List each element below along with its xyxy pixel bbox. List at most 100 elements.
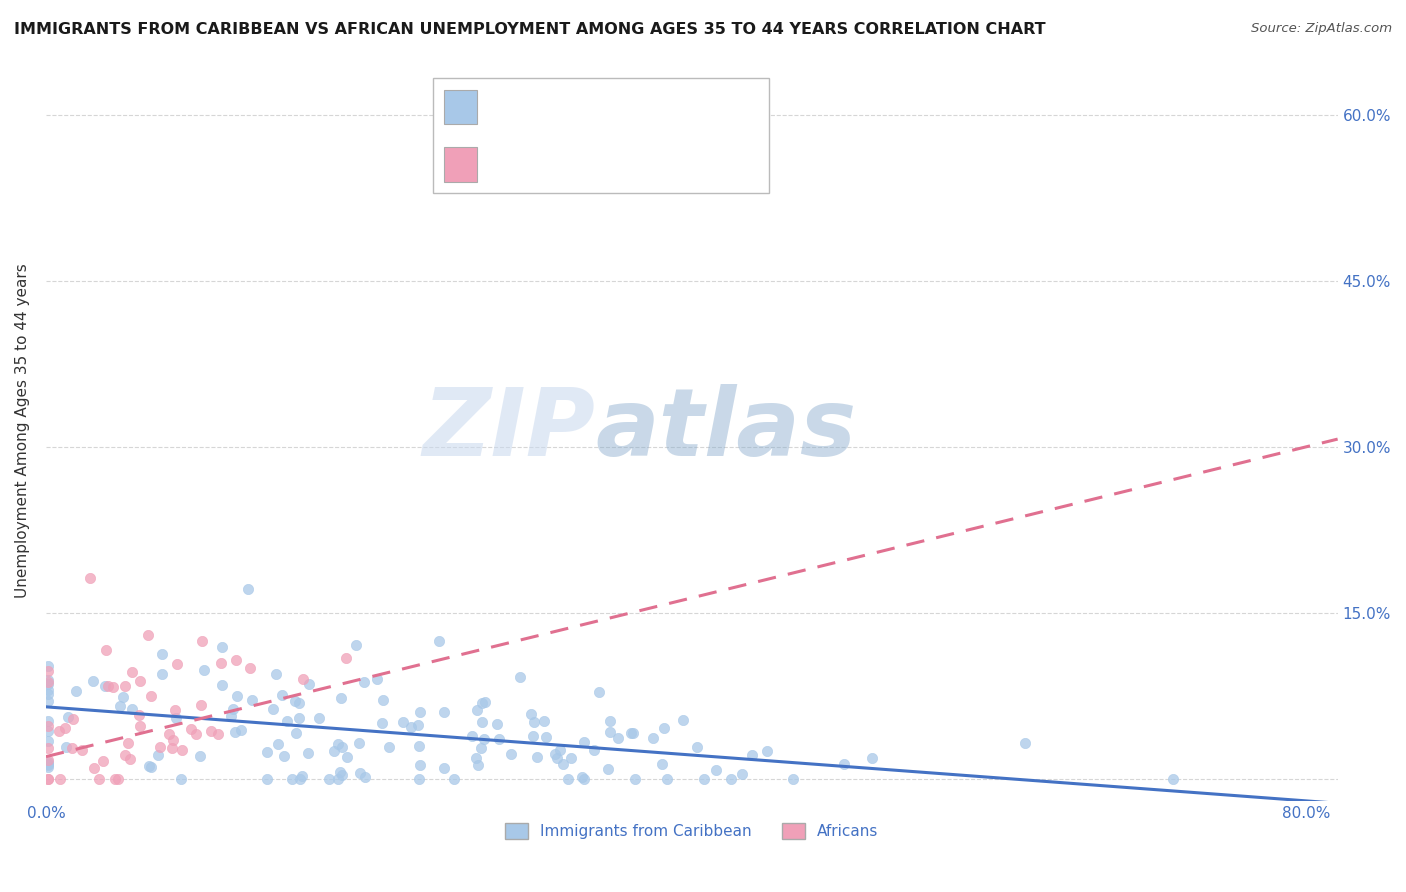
Point [121,702,143,716]
Point [509,670,531,684]
Point [112,690,135,705]
Point [121,665,143,679]
Point [330,767,353,781]
Point [284,726,307,740]
Point [330,740,353,755]
Point [281,772,304,786]
Point [37,683,59,698]
Point [37,772,59,786]
Point [94,643,117,657]
Point [270,688,292,702]
Point [329,691,352,706]
Point [226,689,249,703]
Point [322,744,344,758]
Point [461,729,484,743]
Point [335,650,357,665]
Point [672,713,695,727]
Point [501,747,523,761]
Point [48,724,70,739]
Point [87,772,110,786]
Y-axis label: Unemployment Among Ages 35 to 44 years: Unemployment Among Ages 35 to 44 years [15,263,30,598]
Point [211,678,233,692]
Point [188,749,211,764]
Point [91,754,114,768]
Point [37,687,59,701]
Point [471,697,494,711]
Point [82,673,104,688]
Point [574,735,596,749]
Point [172,743,194,757]
Point [741,747,763,762]
Point [37,734,59,748]
Point [200,724,222,739]
Point [685,739,707,754]
Point [464,751,486,765]
Point [108,698,131,713]
Point [599,714,621,728]
Point [371,716,394,731]
Point [104,772,127,786]
Point [37,674,59,689]
Point [60,740,83,755]
Point [288,696,311,710]
Point [399,719,422,733]
Point [118,752,141,766]
Point [488,731,510,746]
Point [37,740,59,755]
Point [94,679,117,693]
Point [150,667,173,681]
Text: IMMIGRANTS FROM CARIBBEAN VS AFRICAN UNEMPLOYMENT AMONG AGES 35 TO 44 YEARS CORR: IMMIGRANTS FROM CARIBBEAN VS AFRICAN UNE… [14,22,1046,37]
Point [114,679,136,693]
Point [551,757,574,772]
Point [239,661,262,675]
Point [157,727,180,741]
Point [470,741,492,756]
Point [37,714,59,728]
Point [236,582,259,596]
Point [298,677,321,691]
Point [373,692,395,706]
Point [242,693,264,707]
Point [219,709,242,723]
Point [83,761,105,775]
Point [704,764,727,778]
Point [262,702,284,716]
Point [149,739,172,754]
Point [655,772,678,786]
Point [37,772,59,786]
Point [571,770,593,784]
Point [548,743,571,757]
Point [225,653,247,667]
Point [37,693,59,707]
Point [834,756,856,771]
Point [347,736,370,750]
Point [467,757,489,772]
Point [583,743,606,757]
Point [231,723,253,738]
Point [170,772,193,786]
Point [392,715,415,730]
Point [291,769,314,783]
Point [284,694,307,708]
Point [190,698,212,712]
Point [485,717,508,731]
Point [408,772,430,786]
Point [353,770,375,784]
Point [256,745,278,759]
Point [48,772,70,786]
Point [560,751,582,765]
Legend: Immigrants from Caribbean, Africans: Immigrants from Caribbean, Africans [499,817,884,845]
Point [211,656,233,670]
Point [146,748,169,763]
Point [288,711,311,725]
Point [572,772,595,786]
Point [474,695,496,709]
Point [70,743,93,757]
Point [533,714,555,728]
Point [522,729,544,743]
Point [129,673,152,688]
Point [433,705,456,719]
Point [353,675,375,690]
Point [37,677,59,691]
Point [128,708,150,723]
